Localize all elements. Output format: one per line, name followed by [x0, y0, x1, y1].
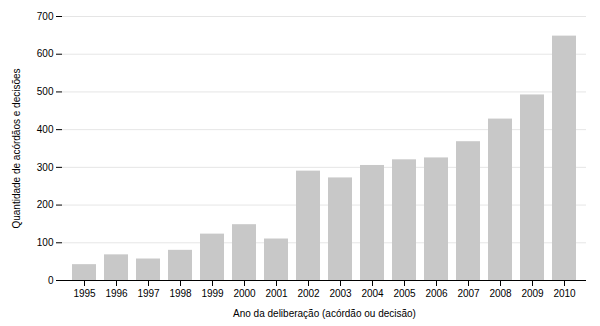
- svg-text:2004: 2004: [361, 288, 384, 299]
- svg-text:1995: 1995: [73, 288, 96, 299]
- svg-text:600: 600: [37, 48, 54, 59]
- svg-text:1998: 1998: [169, 288, 192, 299]
- svg-text:1999: 1999: [201, 288, 224, 299]
- svg-text:2003: 2003: [329, 288, 352, 299]
- svg-text:2007: 2007: [457, 288, 480, 299]
- svg-text:500: 500: [37, 86, 54, 97]
- svg-text:2008: 2008: [489, 288, 512, 299]
- svg-text:0: 0: [48, 275, 54, 286]
- svg-text:2001: 2001: [265, 288, 288, 299]
- svg-text:Ano da deliberação (acórdão ou: Ano da deliberação (acórdão ou decisão): [233, 308, 416, 319]
- svg-text:1997: 1997: [137, 288, 160, 299]
- svg-text:300: 300: [37, 162, 54, 173]
- svg-text:1996: 1996: [105, 288, 128, 299]
- svg-text:200: 200: [37, 199, 54, 210]
- svg-text:2009: 2009: [521, 288, 544, 299]
- svg-text:2002: 2002: [297, 288, 320, 299]
- svg-text:2000: 2000: [233, 288, 256, 299]
- svg-text:100: 100: [37, 237, 54, 248]
- svg-text:2010: 2010: [553, 288, 576, 299]
- svg-text:2005: 2005: [393, 288, 416, 299]
- svg-text:700: 700: [37, 11, 54, 22]
- svg-text:400: 400: [37, 124, 54, 135]
- svg-text:Quantidade de acórdãos e decis: Quantidade de acórdãos e decisões: [11, 68, 22, 228]
- svg-text:2006: 2006: [425, 288, 448, 299]
